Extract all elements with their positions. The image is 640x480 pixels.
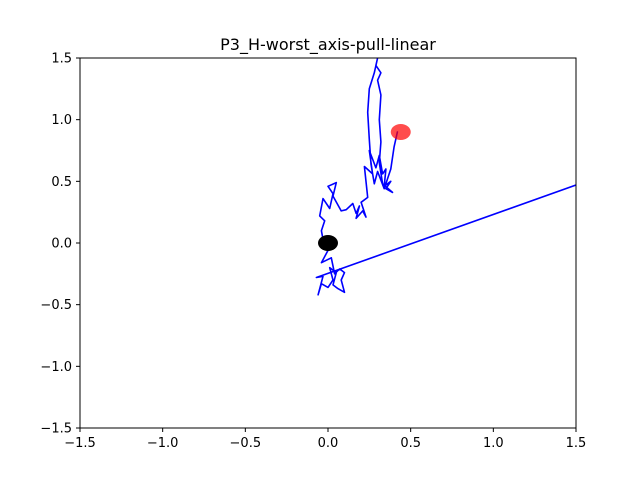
x-tick-label: 1.0 — [483, 436, 504, 451]
y-tick-label: 1.0 — [51, 113, 72, 128]
y-axis: −1.5 −1.0 −0.5 0.0 0.5 1.0 1.5 — [40, 52, 80, 437]
x-tick-label: 0.0 — [318, 436, 339, 451]
y-tick-label: 1.5 — [51, 52, 72, 67]
y-tick-label: −1.5 — [40, 422, 72, 437]
trajectory-line-0 — [315, 58, 576, 296]
y-tick-label: −1.0 — [40, 360, 72, 375]
plot-area — [315, 58, 576, 296]
y-tick-label: 0.0 — [51, 237, 72, 252]
start-marker — [318, 235, 338, 251]
y-tick-label: −0.5 — [40, 298, 72, 313]
y-tick-label: 0.5 — [51, 175, 72, 190]
x-tick-label: −0.5 — [230, 436, 262, 451]
x-axis: −1.5 −1.0 −0.5 0.0 0.5 1.0 1.5 — [64, 428, 586, 451]
goal-marker — [390, 124, 411, 140]
x-tick-label: −1.0 — [147, 436, 179, 451]
x-tick-label: 1.5 — [566, 436, 587, 451]
chart-title: P3_H-worst_axis-pull-linear — [220, 35, 436, 55]
x-tick-label: −1.5 — [64, 436, 96, 451]
x-tick-label: 0.5 — [400, 436, 421, 451]
